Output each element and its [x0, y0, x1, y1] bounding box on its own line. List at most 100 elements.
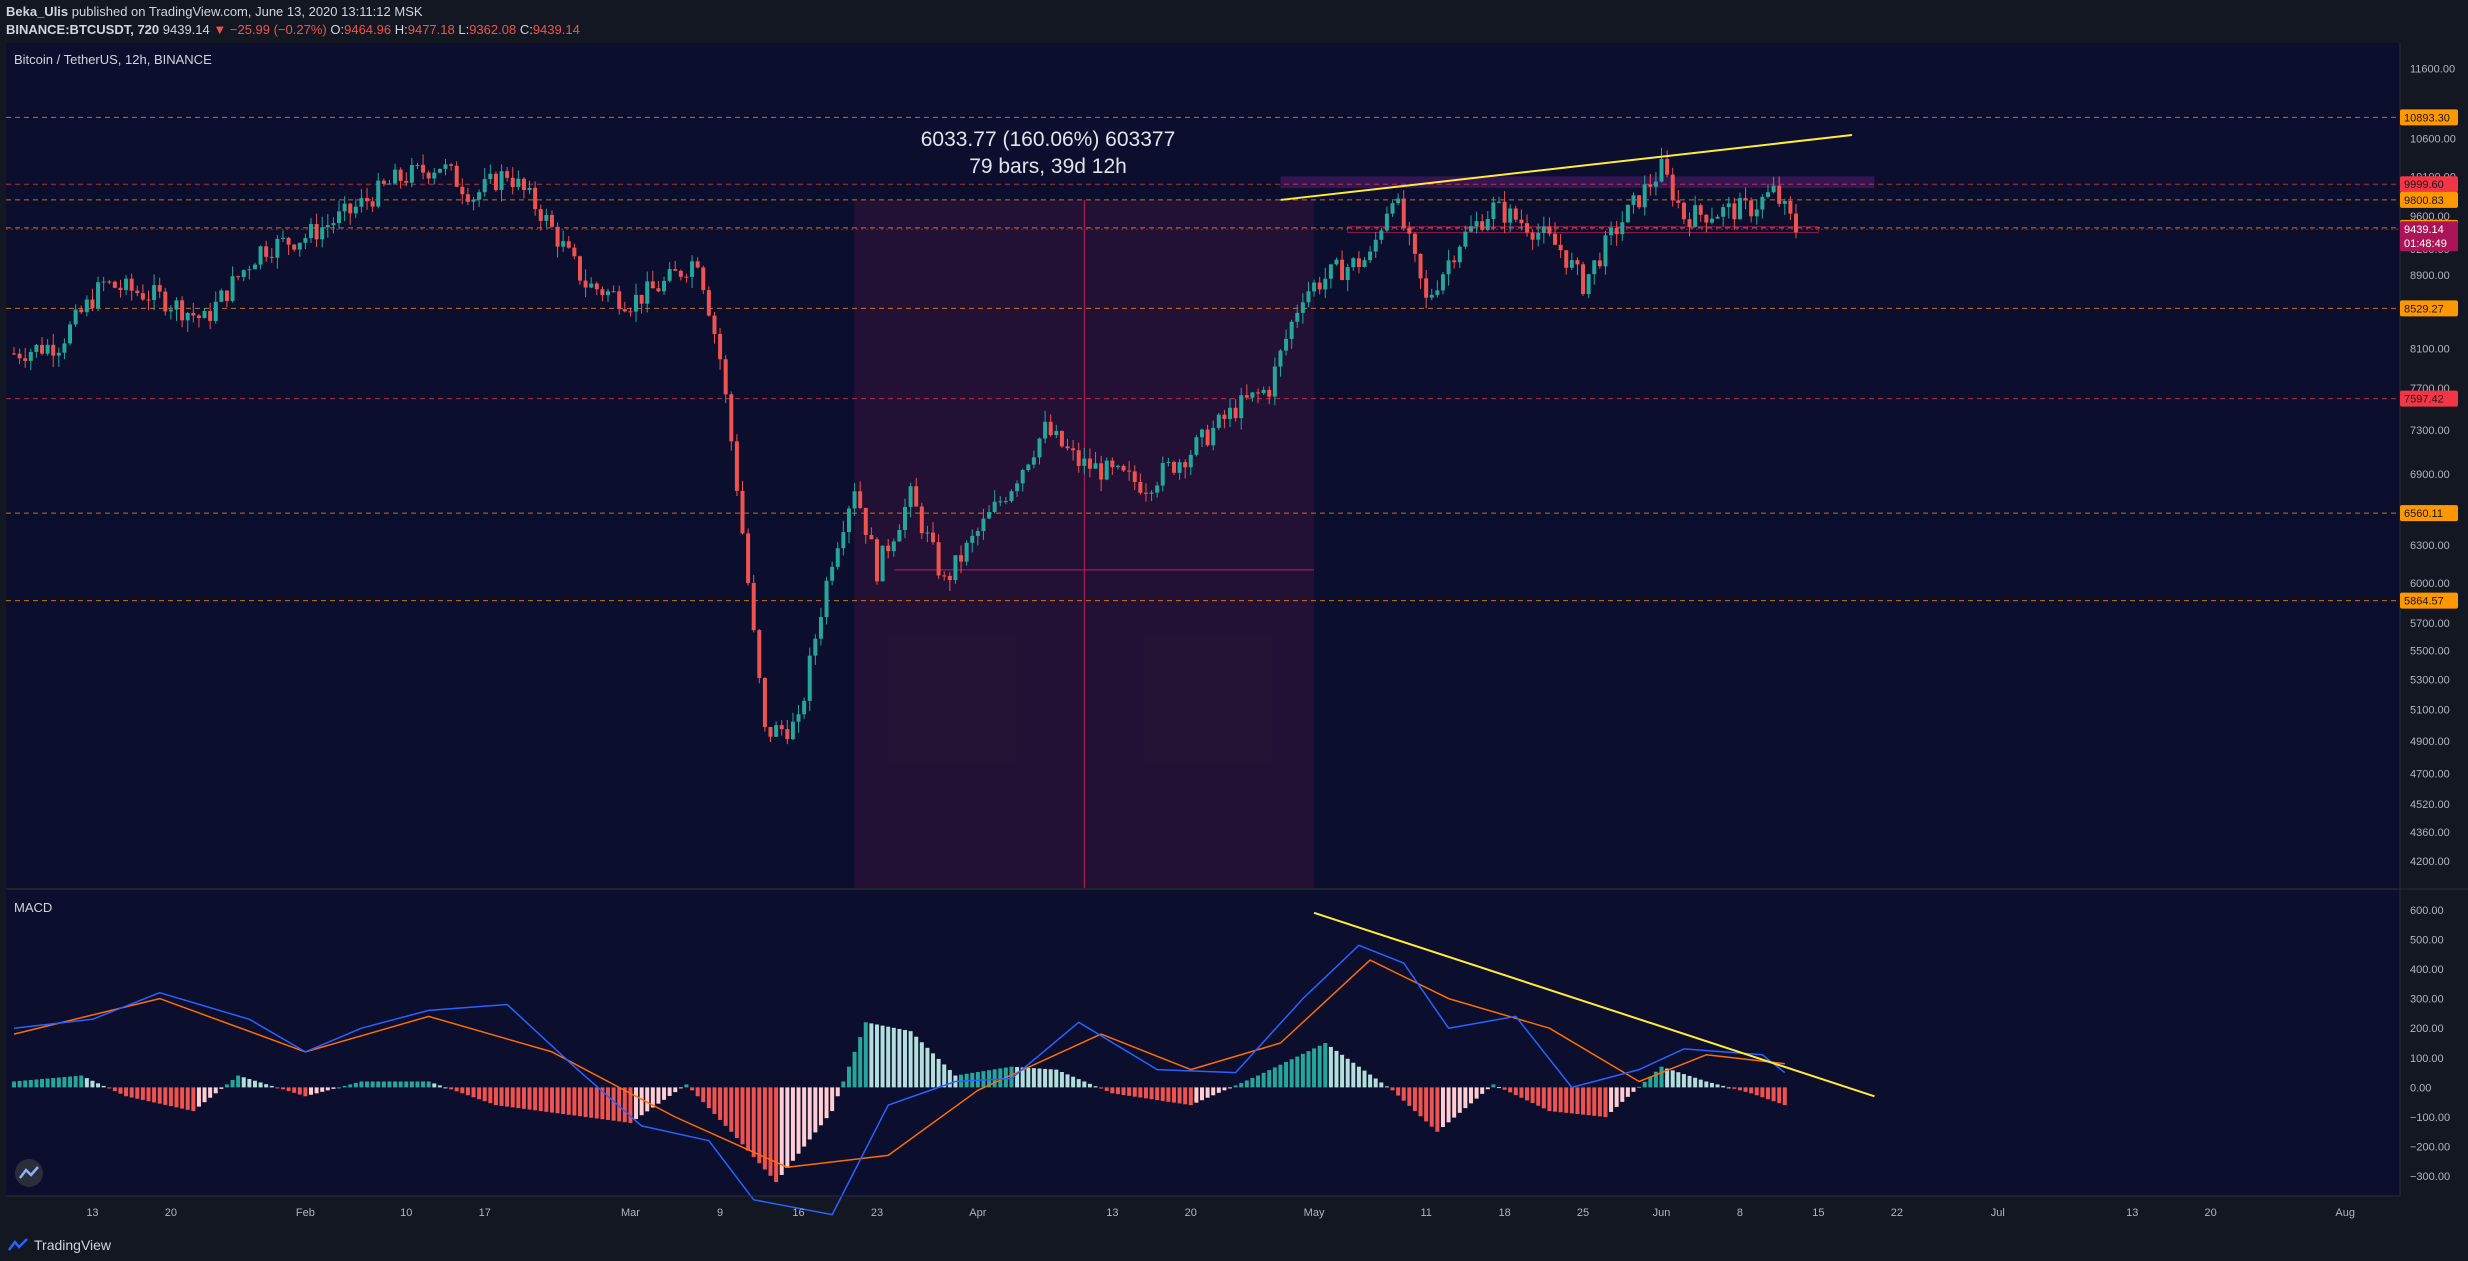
histogram-bar	[286, 1087, 291, 1092]
time-tick-label: 9	[717, 1207, 723, 1219]
histogram-bar	[157, 1087, 162, 1104]
candle-body	[662, 280, 667, 292]
histogram-bar	[303, 1087, 308, 1097]
histogram-bar	[1418, 1087, 1423, 1117]
candle-body	[1659, 158, 1664, 182]
candle-body	[1721, 207, 1726, 217]
candle-body	[589, 283, 594, 288]
open-label: O:	[330, 22, 345, 37]
candle-body	[1625, 204, 1630, 223]
candle-body	[1121, 465, 1126, 471]
histogram-bar	[1228, 1087, 1233, 1089]
histogram-bar	[393, 1081, 398, 1088]
histogram-bar	[1687, 1075, 1692, 1088]
candle-body	[1362, 260, 1367, 268]
candle-body	[1093, 463, 1098, 469]
candle-body	[1401, 198, 1406, 228]
histogram-bar	[1586, 1087, 1591, 1116]
candle-body	[1709, 218, 1714, 223]
histogram-bar	[583, 1087, 588, 1117]
candle-body	[1306, 291, 1311, 303]
chart-canvas[interactable]: 11600.0010600.0010100.009600.009200.0089…	[0, 0, 2468, 1229]
histogram-bar	[645, 1087, 650, 1112]
candle-body	[611, 291, 616, 293]
histogram-bar	[370, 1081, 375, 1088]
change: −25.99 (−0.27%)	[229, 22, 327, 37]
candle-body	[1295, 312, 1300, 322]
candle-body	[510, 177, 515, 188]
histogram-bar	[1026, 1067, 1031, 1088]
histogram-bar	[987, 1070, 992, 1088]
candle-body	[1300, 302, 1305, 313]
macd-tick-label: 500.00	[2410, 934, 2444, 946]
histogram-bar	[1681, 1074, 1686, 1088]
candle-body	[460, 186, 465, 195]
tradingview-logo-icon[interactable]	[15, 1159, 43, 1187]
author-name[interactable]: Beka_Ulis	[6, 4, 69, 19]
histogram-bar	[196, 1087, 201, 1107]
candle-body	[415, 164, 420, 166]
histogram-bar	[1272, 1067, 1277, 1088]
candle-body	[723, 359, 728, 395]
candle-body	[538, 209, 543, 221]
candle-body	[622, 309, 627, 312]
candle-body	[746, 533, 751, 583]
histogram-bar	[634, 1087, 639, 1120]
histogram-bar	[505, 1087, 510, 1107]
histogram-bar	[124, 1087, 129, 1097]
candle-body	[241, 270, 246, 278]
candle-body	[1468, 226, 1473, 232]
histogram-bar	[477, 1087, 482, 1100]
histogram-bar	[1446, 1087, 1451, 1123]
level-badge	[2400, 176, 2458, 193]
histogram-bar	[62, 1077, 67, 1088]
candle-body	[1323, 278, 1328, 290]
histogram-bar	[1726, 1087, 1731, 1089]
price-tick-label: 5300.00	[2410, 675, 2450, 687]
histogram-bar	[432, 1083, 437, 1088]
candle-body	[1166, 461, 1171, 464]
histogram-bar	[538, 1087, 543, 1112]
histogram-bar	[297, 1087, 302, 1095]
candle-body	[1390, 203, 1395, 214]
histogram-bar	[1659, 1066, 1664, 1088]
candle-body	[925, 532, 930, 534]
histogram-bar	[695, 1087, 700, 1097]
candle-body	[1127, 470, 1132, 472]
histogram-bar	[835, 1087, 840, 1097]
candle-body	[1351, 258, 1356, 268]
candle-body	[1530, 232, 1535, 240]
candle-body	[1233, 407, 1238, 419]
candle-body	[678, 270, 683, 277]
histogram-bar	[17, 1080, 22, 1088]
histogram-bar	[1244, 1080, 1249, 1088]
macd-pane[interactable]	[6, 890, 2400, 1196]
footer-brand[interactable]: TradingView	[8, 1237, 111, 1253]
histogram-bar	[1082, 1081, 1087, 1088]
histogram-bar	[880, 1025, 885, 1088]
histogram-bar	[1631, 1087, 1636, 1092]
time-tick-label: 16	[792, 1207, 804, 1219]
histogram-bar	[746, 1087, 751, 1151]
histogram-bar	[1384, 1086, 1389, 1088]
histogram-bar	[1362, 1070, 1367, 1088]
histogram-bar	[891, 1027, 896, 1088]
candle-body	[393, 169, 398, 184]
open-value: 9464.96	[344, 22, 392, 37]
candle-body	[449, 164, 454, 166]
histogram-bar	[471, 1087, 476, 1098]
candle-body	[1794, 213, 1798, 233]
histogram-bar	[841, 1081, 846, 1088]
macd-tick-label: −300.00	[2410, 1171, 2450, 1183]
macd-tick-label: 600.00	[2410, 905, 2444, 917]
histogram-bar	[421, 1081, 426, 1088]
candle-body	[1171, 461, 1176, 473]
histogram-bar	[919, 1042, 924, 1088]
histogram-bar	[1295, 1056, 1300, 1088]
price-tick-label: 10600.00	[2410, 134, 2456, 146]
histogram-bar	[1390, 1087, 1395, 1091]
candle-body	[891, 541, 896, 552]
close-value: 9439.14	[532, 22, 580, 37]
histogram-bar	[992, 1069, 997, 1088]
candle-body	[269, 256, 274, 258]
